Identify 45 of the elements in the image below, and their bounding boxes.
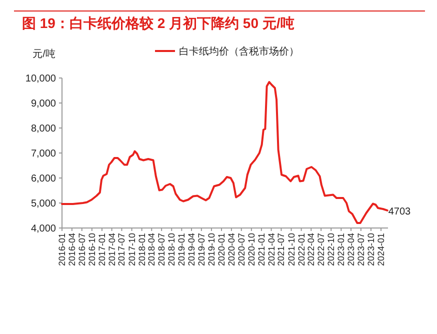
x-tick-label: 2018-04 — [146, 233, 157, 266]
x-tick-label: 2023-07 — [356, 233, 366, 266]
y-tick-label: 4,000 — [30, 224, 56, 234]
x-tick-label: 2023-10 — [366, 233, 376, 266]
x-tick-label: 2021-07 — [276, 233, 286, 266]
x-tick-label: 2018-07 — [156, 233, 167, 266]
x-tick-label: 2021-10 — [286, 233, 296, 266]
annotation: 4703 — [388, 206, 412, 218]
x-tick-label: 2017-01 — [96, 233, 107, 266]
x-tick-label: 2016-07 — [76, 233, 87, 266]
x-tick-label: 2019-04 — [186, 233, 196, 266]
x-tick-label: 2021-04 — [266, 233, 276, 266]
y-tick-label: 5,000 — [30, 198, 56, 210]
x-tick-label: 2017-10 — [126, 233, 137, 266]
y-tick-label: 7,000 — [30, 148, 56, 160]
x-tick-label: 2022-07 — [316, 233, 326, 266]
x-tick-label: 2017-04 — [106, 233, 117, 266]
x-tick-label: 2020-01 — [216, 233, 227, 266]
x-tick-label: 2020-07 — [236, 233, 246, 266]
x-tick-label: 2017-07 — [116, 233, 127, 266]
x-tick-label: 2024-01 — [376, 233, 386, 266]
x-tick-label: 2019-01 — [176, 233, 187, 266]
y-tick-label: 8,000 — [30, 124, 56, 134]
x-tick-label: 2022-10 — [326, 233, 336, 266]
x-tick-label: 2019-10 — [206, 233, 216, 266]
line-series — [61, 81, 388, 224]
x-tick-label: 2020-10 — [246, 233, 256, 266]
x-tick-label: 2016-10 — [86, 233, 97, 266]
legend-label: 白卡纸均价（含税市场价） — [179, 46, 299, 58]
x-tick-label: 2016-04 — [66, 233, 77, 266]
x-tick-label: 2022-01 — [296, 233, 306, 266]
x-tick-label: 2019-07 — [196, 233, 206, 266]
chart-title: 图 19：白卡纸价格较 2 月初下降约 50 元/吨 — [22, 15, 294, 31]
x-tick-label: 2021-01 — [256, 233, 266, 266]
x-tick-label: 2023-04 — [346, 233, 356, 266]
x-tick-label: 2023-01 — [336, 233, 346, 266]
x-tick-label: 2020-04 — [226, 233, 236, 266]
x-tick-label: 2018-10 — [166, 233, 177, 266]
x-tick-label: 2016-01 — [57, 233, 67, 266]
x-tick-label: 2018-01 — [136, 233, 147, 266]
x-tick-label: 2022-04 — [306, 233, 316, 266]
y-tick-label: 6,000 — [30, 174, 56, 184]
y-tick-label: 9,000 — [30, 98, 56, 110]
y-tick-label: 10,000 — [25, 74, 56, 84]
y-axis-title: 元/吨 — [32, 48, 56, 60]
